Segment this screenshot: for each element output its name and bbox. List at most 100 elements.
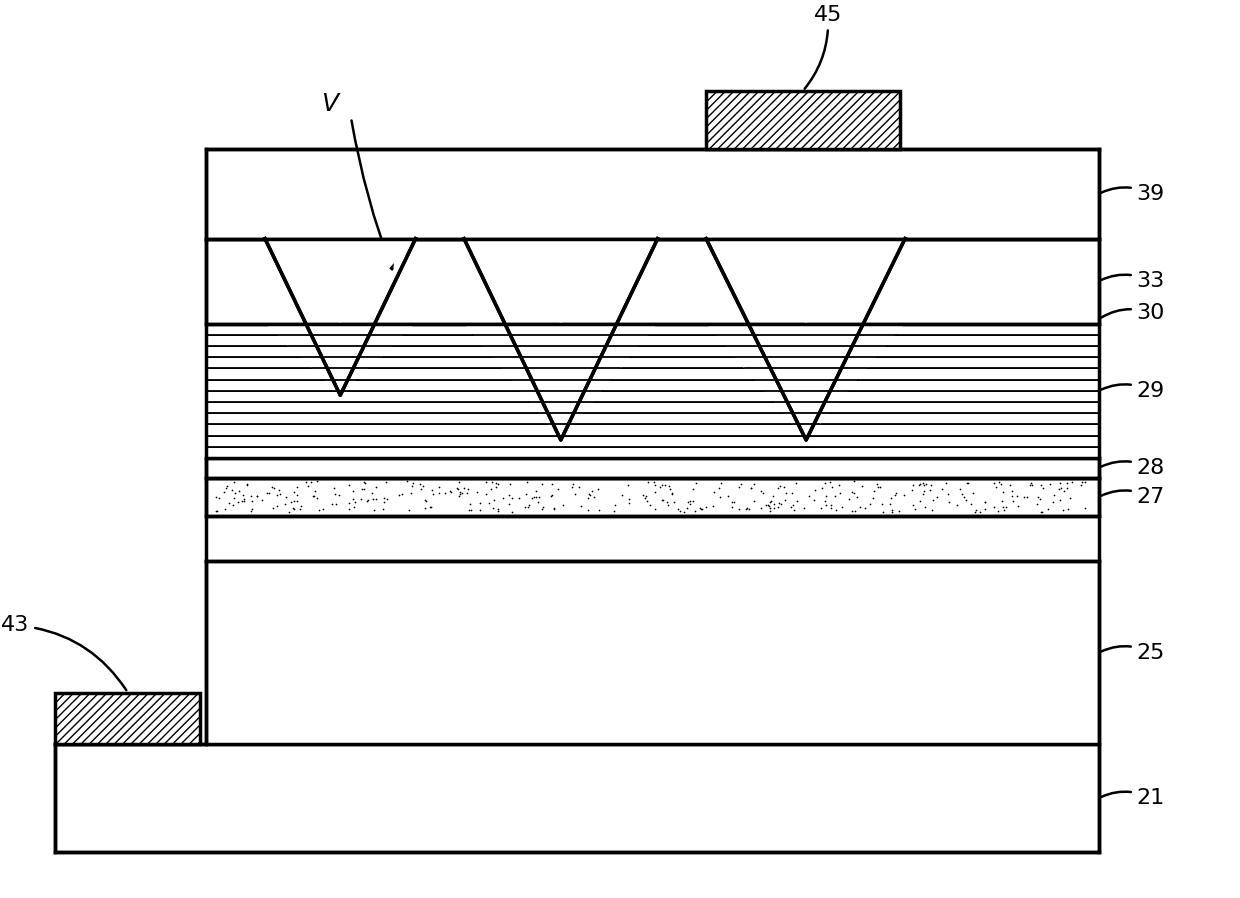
Point xyxy=(340,501,360,515)
Point xyxy=(366,492,386,506)
Bar xyxy=(206,436,1099,447)
Point xyxy=(1033,481,1053,496)
Point xyxy=(723,495,743,509)
Text: 29: 29 xyxy=(1101,381,1164,401)
Point xyxy=(660,481,680,496)
Point xyxy=(454,481,474,496)
Point xyxy=(697,499,717,514)
Point xyxy=(873,497,893,511)
Point xyxy=(275,497,295,511)
Point xyxy=(435,486,455,500)
Point xyxy=(662,487,682,501)
Point xyxy=(826,503,846,517)
Point xyxy=(677,501,697,515)
Point xyxy=(374,495,394,509)
Point xyxy=(825,489,844,503)
Point xyxy=(776,486,796,500)
Point xyxy=(542,476,562,490)
Point xyxy=(959,476,978,490)
Point xyxy=(691,501,711,515)
Point xyxy=(996,499,1016,514)
Point xyxy=(658,479,678,493)
Point xyxy=(423,487,443,501)
Point xyxy=(1030,492,1050,506)
Point xyxy=(1052,480,1071,495)
Point xyxy=(232,494,252,508)
Point xyxy=(501,477,521,491)
Point xyxy=(805,483,825,497)
Point xyxy=(844,504,864,518)
Point xyxy=(976,502,996,516)
Point xyxy=(206,489,226,504)
Point xyxy=(485,493,505,507)
Point xyxy=(322,497,342,512)
Point xyxy=(844,474,864,489)
Point xyxy=(417,494,436,508)
Point xyxy=(339,496,358,510)
Bar xyxy=(206,402,1099,413)
Point xyxy=(228,495,248,509)
Point xyxy=(678,495,698,509)
Point xyxy=(686,504,706,518)
Point xyxy=(732,477,751,491)
Point xyxy=(957,476,977,490)
Point xyxy=(242,489,262,503)
Point xyxy=(673,505,693,519)
Point xyxy=(486,480,506,495)
Point xyxy=(526,490,546,505)
Point xyxy=(774,480,794,495)
Point xyxy=(224,486,244,500)
Polygon shape xyxy=(464,239,657,323)
Point xyxy=(704,485,724,499)
Point xyxy=(1056,476,1076,490)
Point xyxy=(460,497,480,511)
Point xyxy=(562,480,582,494)
Point xyxy=(284,494,304,508)
Point xyxy=(325,480,345,495)
Point xyxy=(910,494,930,508)
Point xyxy=(440,485,460,499)
Point xyxy=(482,501,502,515)
Point xyxy=(769,496,789,510)
Point xyxy=(528,495,548,509)
Point xyxy=(1030,505,1050,519)
Point xyxy=(500,497,520,512)
Point xyxy=(816,497,836,512)
Point xyxy=(450,485,470,499)
Point xyxy=(880,497,900,511)
Point xyxy=(233,488,253,502)
Point xyxy=(234,494,254,508)
Point xyxy=(869,480,889,494)
Text: 39: 39 xyxy=(1101,184,1164,204)
Point xyxy=(479,496,498,510)
Point xyxy=(326,497,346,511)
Point xyxy=(975,495,994,509)
Point xyxy=(665,495,684,509)
Point xyxy=(363,491,383,506)
Point xyxy=(913,476,932,490)
Point xyxy=(470,497,490,511)
Point xyxy=(821,500,841,515)
Point xyxy=(962,486,982,500)
Point xyxy=(658,498,678,513)
Point xyxy=(863,491,883,506)
Point xyxy=(253,493,273,507)
Point xyxy=(760,495,780,509)
Point xyxy=(420,500,440,515)
Point xyxy=(815,494,835,508)
Point xyxy=(1022,476,1042,490)
Point xyxy=(422,500,441,515)
Bar xyxy=(56,744,1099,852)
Point xyxy=(760,501,780,515)
Point xyxy=(525,490,544,505)
Point xyxy=(210,491,229,506)
Point xyxy=(961,497,981,511)
Point xyxy=(414,500,434,515)
Point xyxy=(873,505,893,519)
Point xyxy=(794,501,813,515)
Point xyxy=(852,479,872,493)
Point xyxy=(1054,484,1074,498)
Point xyxy=(1043,496,1063,510)
Point xyxy=(565,487,585,501)
Point xyxy=(652,492,672,506)
